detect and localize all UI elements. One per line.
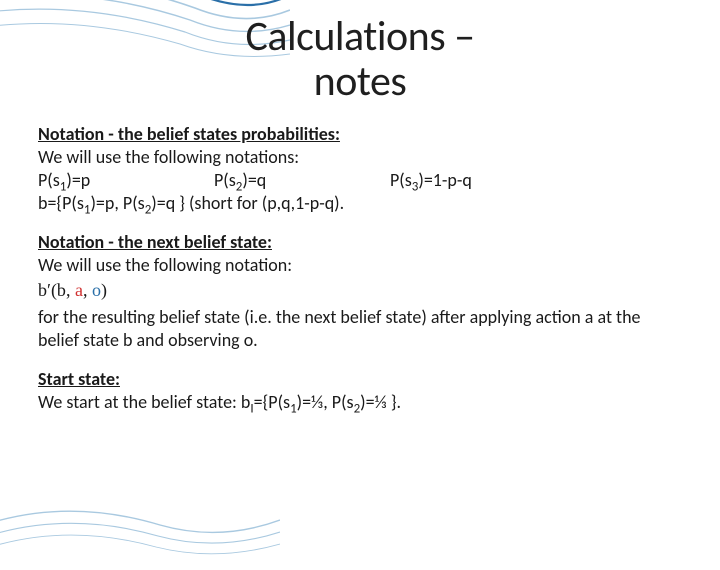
section1-heading: Notation - the belief states probabiliti…: [38, 123, 682, 146]
p-s1: P(s1)=p: [38, 169, 214, 192]
section1-probabilities-row: P(s1)=p P(s2)=q P(s3)=1-p-q: [38, 169, 682, 192]
title-line-1: Calculations –: [245, 11, 474, 62]
section-notation-belief: Notation - the belief states probabiliti…: [38, 123, 682, 215]
section2-formula: b′(b, a, o): [38, 277, 682, 306]
section-notation-next: Notation - the next belief state: We wil…: [38, 231, 682, 352]
p-s3: P(s3)=1-p-q: [390, 169, 472, 192]
section2-heading: Notation - the next belief state:: [38, 231, 682, 254]
section3-line1: We start at the belief state: bI={P(s1)=…: [38, 391, 682, 414]
section3-heading: Start state:: [38, 368, 682, 391]
section1-line1: We will use the following notations:: [38, 146, 682, 169]
title-line-2: notes: [314, 56, 407, 107]
formula-a: a: [75, 280, 83, 300]
section1-b-definition: b={P(s1)=p, P(s2)=q } (short for (p,q,1-…: [38, 192, 682, 215]
section2-line2: for the resulting belief state (i.e. the…: [38, 306, 682, 352]
section-start-state: Start state: We start at the belief stat…: [38, 368, 682, 414]
slide: Calculations – notes Notation - the beli…: [0, 0, 720, 540]
p-s2: P(s2)=q: [214, 169, 390, 192]
formula-o: o: [92, 280, 101, 300]
slide-title: Calculations – notes: [38, 14, 682, 105]
section2-line1: We will use the following notation:: [38, 254, 682, 277]
